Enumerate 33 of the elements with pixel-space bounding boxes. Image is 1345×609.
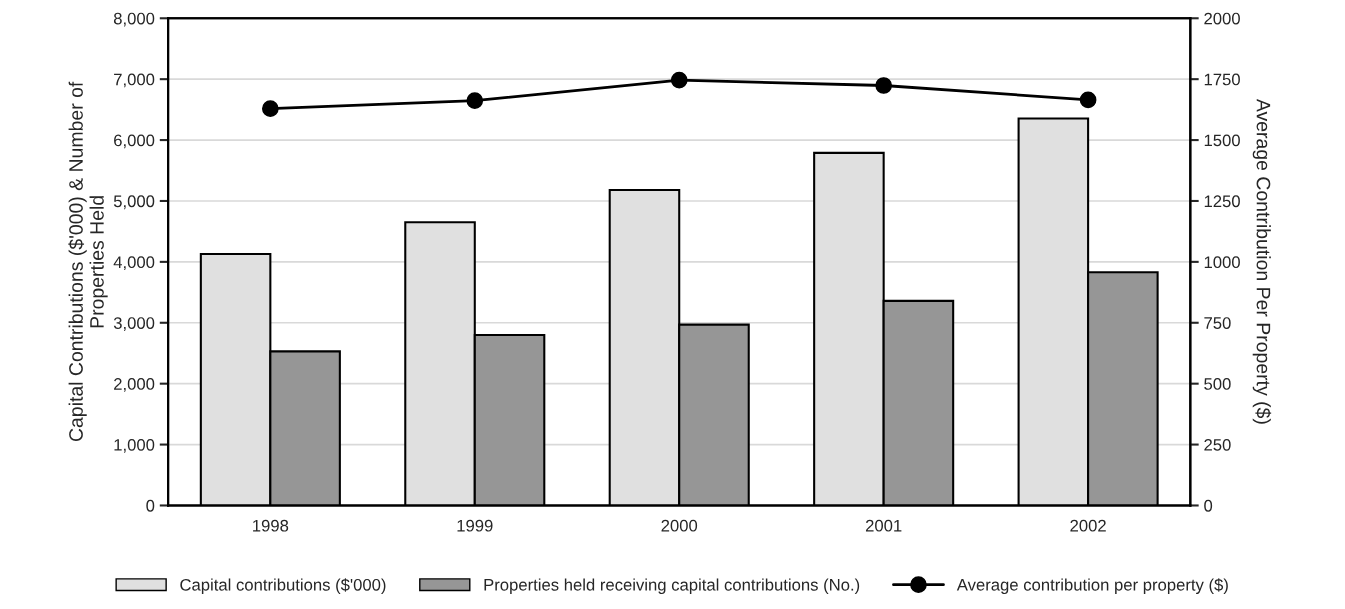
y2-tick-label: 750 [1204, 317, 1231, 329]
legend-label: Properties held receiving capital contributions (No.) [484, 578, 860, 594]
legend-label: Average contribution per property ($) [956, 578, 1228, 594]
legend-label: Capital contributions ($'000) [180, 578, 386, 594]
y-tick-label: 3,000 [113, 317, 155, 331]
y2-tick-label: 500 [1204, 378, 1231, 390]
y2-tick-label: 0 [1204, 499, 1213, 512]
y-tick-label: 6,000 [114, 134, 155, 149]
point [466, 92, 484, 109]
y-tick-label: 4,000 [113, 256, 155, 271]
point [262, 100, 279, 117]
x-tick-label: 2000 [661, 519, 698, 532]
point [875, 77, 892, 94]
y-tick-label: 5,000 [113, 195, 155, 210]
x-tick-label: 2002 [1070, 519, 1106, 532]
x-tick-label: 1998 [253, 519, 289, 532]
y2-axis-title: Average Contribution Per Property ($) [1252, 98, 1272, 424]
y2-tick-label: 1500 [1204, 134, 1240, 147]
y-tick-label: 8,000 [113, 12, 155, 27]
y-tick-label: 7,000 [114, 73, 155, 88]
y2-tick-label: 1750 [1204, 73, 1240, 86]
y2-tick-label: 1000 [1204, 256, 1240, 269]
y2-tick-label: 250 [1204, 438, 1231, 451]
x-tick-label: 2001 [865, 519, 902, 532]
y-tick-label: 0 [146, 499, 155, 512]
y-tick-label: 2,000 [114, 378, 155, 392]
y-tick-label: 1,000 [114, 438, 155, 453]
y2-tick-label: 2000 [1204, 12, 1240, 25]
point [1079, 91, 1097, 109]
y-axis-title: Capital Contributions ($'000) & Number of Properties Held [68, 81, 108, 442]
x-tick-label: 1999 [457, 519, 493, 532]
y2-tick-label: 1250 [1204, 195, 1240, 208]
point [670, 71, 688, 89]
